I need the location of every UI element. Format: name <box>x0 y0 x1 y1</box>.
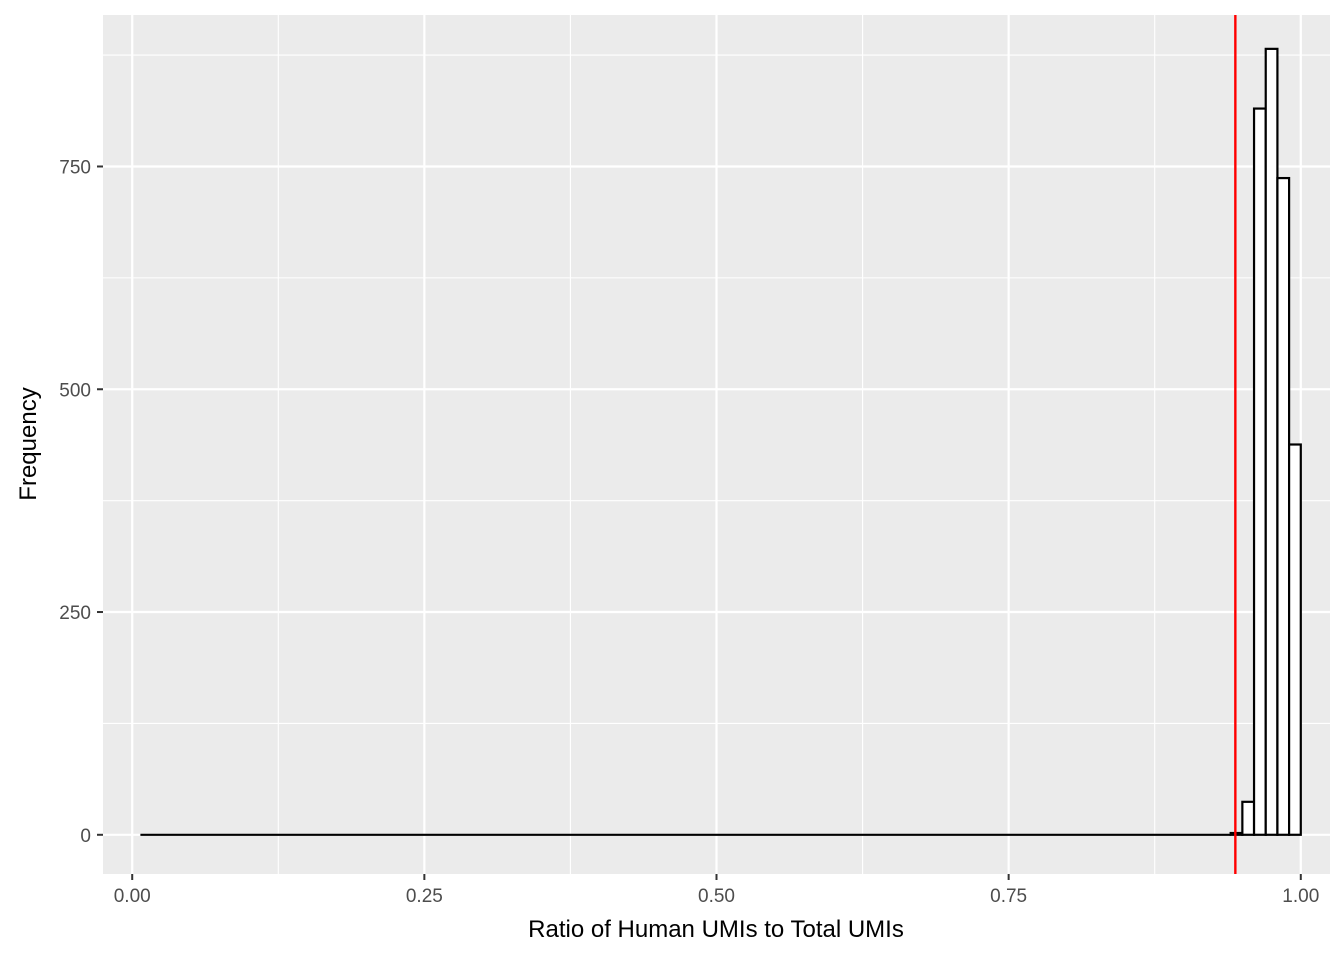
y-tick-label: 0 <box>80 826 91 847</box>
x-tick-labels: 0.00 0.25 0.50 0.75 1.00 <box>114 886 1320 907</box>
histogram-bar <box>1241 800 1256 836</box>
axis-ticks <box>97 165 1302 880</box>
x-axis-title: Ratio of Human UMIs to Total UMIs <box>528 916 904 943</box>
histogram-bar <box>1287 443 1302 836</box>
y-tick-label: 250 <box>59 603 91 624</box>
x-tick-label: 1.00 <box>1282 886 1319 907</box>
y-tick-labels: 0 250 500 750 <box>59 157 91 846</box>
y-axis-title: Frequency <box>15 387 42 500</box>
x-tick-label: 0.75 <box>990 886 1027 907</box>
x-tick-label: 0.50 <box>698 886 735 907</box>
histogram-bar <box>1276 176 1291 836</box>
x-tick-label: 0.00 <box>114 886 151 907</box>
histogram-bar <box>1264 47 1279 836</box>
y-tick-label: 500 <box>59 380 91 401</box>
x-tick-label: 0.25 <box>406 886 443 907</box>
histogram-bars <box>140 47 1302 836</box>
y-tick-label: 750 <box>59 157 91 178</box>
histogram-bar <box>1252 107 1267 836</box>
